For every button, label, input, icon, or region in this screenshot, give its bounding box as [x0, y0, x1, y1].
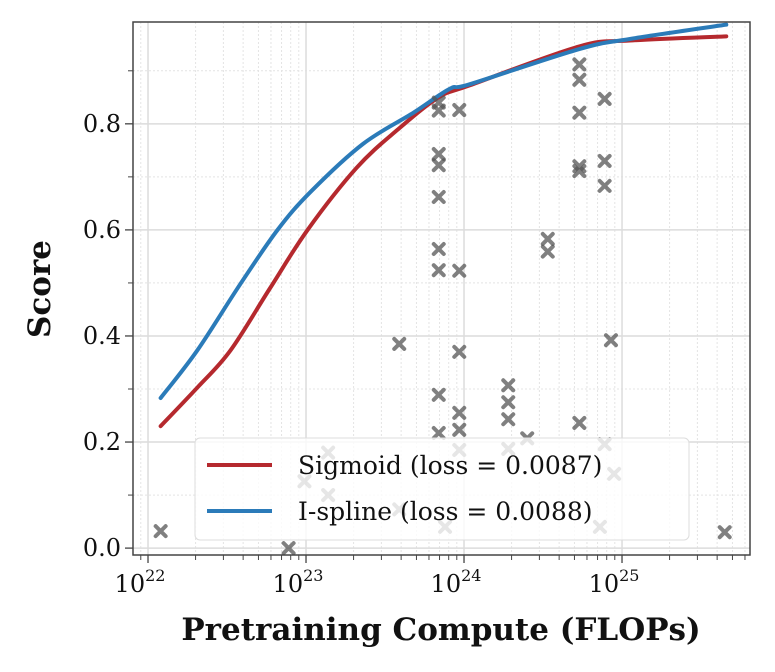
- x-tick-label: 1022: [115, 566, 166, 598]
- data-point-x-marker: [540, 244, 555, 259]
- data-point-x-marker: [597, 178, 612, 193]
- data-point-x-marker: [431, 387, 446, 402]
- data-point-x-marker: [431, 147, 446, 162]
- y-tick-label: 0.0: [83, 534, 121, 562]
- data-point-x-marker: [501, 412, 516, 427]
- x-tick-exponent: 23: [303, 566, 323, 585]
- data-point-x-marker: [597, 153, 612, 168]
- fit-curves: [158, 22, 729, 429]
- y-tick-label: 0.4: [83, 322, 121, 350]
- data-point-x-marker: [431, 103, 446, 118]
- legend-label-ispline: I-spline (loss = 0.0088): [298, 497, 593, 526]
- data-point-x-marker: [452, 422, 467, 437]
- y-tick-label: 0.8: [83, 110, 121, 138]
- data-point-x-marker: [572, 57, 587, 72]
- data-point-x-marker: [431, 426, 446, 441]
- x-tick-exponent: 25: [619, 566, 639, 585]
- x-tick-exponent: 24: [461, 566, 481, 585]
- data-point-x-marker: [572, 72, 587, 87]
- legend-label-sigmoid: Sigmoid (loss = 0.0087): [298, 451, 602, 480]
- y-tick-label: 0.2: [83, 428, 121, 456]
- data-point-x-marker: [572, 105, 587, 120]
- data-point-x-marker: [501, 395, 516, 410]
- data-point-x-marker: [452, 344, 467, 359]
- axis-ticks: 1022 1023 1024 1025 0.0 0.2 0.4 0.6 0.8: [83, 70, 746, 598]
- ispline-curve: [158, 22, 729, 401]
- y-axis-label: Score: [22, 240, 58, 338]
- plot-frame: [132, 21, 751, 556]
- x-tick-label: 1025: [589, 566, 640, 598]
- data-point-x-marker: [281, 541, 296, 556]
- legend-box: [194, 437, 690, 541]
- data-point-x-marker: [572, 415, 587, 430]
- x-tick-exponent: 22: [145, 566, 165, 585]
- data-point-x-marker: [452, 103, 467, 118]
- sigmoid-curve: [158, 34, 729, 429]
- data-point-x-marker: [717, 525, 732, 540]
- x-axis-label: Pretraining Compute (FLOPs): [181, 612, 700, 648]
- data-point-x-marker: [392, 336, 407, 351]
- x-tick-label: 1024: [431, 566, 482, 598]
- data-point-x-marker: [603, 333, 618, 348]
- data-point-x-marker: [153, 524, 168, 539]
- data-point-x-marker: [501, 378, 516, 393]
- data-point-x-marker: [597, 91, 612, 106]
- data-point-x-marker: [431, 158, 446, 173]
- data-point-x-marker: [572, 164, 587, 179]
- data-point-x-marker: [431, 263, 446, 278]
- data-point-x-marker: [452, 263, 467, 278]
- data-point-x-marker: [431, 190, 446, 205]
- x-tick-label: 1023: [273, 566, 324, 598]
- y-tick-label: 0.6: [83, 216, 121, 244]
- legend: Sigmoid (loss = 0.0087) I-spline (loss =…: [194, 437, 690, 541]
- data-point-x-marker: [431, 241, 446, 256]
- data-point-x-marker: [540, 231, 555, 246]
- data-point-x-marker: [452, 405, 467, 420]
